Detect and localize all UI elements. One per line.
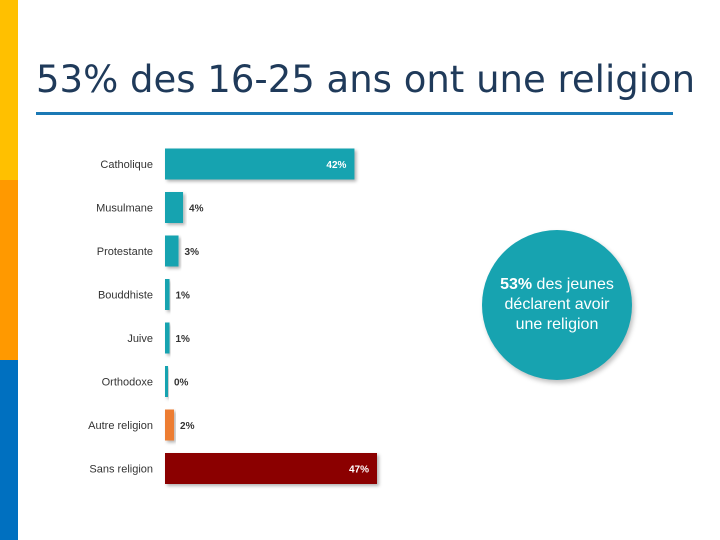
bar-bouddhiste: [165, 279, 170, 310]
callout-circle: 53% des jeunes déclarent avoir une relig…: [482, 230, 632, 380]
category-label-autre-religion: Autre religion: [88, 420, 153, 432]
title-underline: [36, 112, 673, 115]
callout-body: des jeunes déclarent avoir une religion: [504, 276, 614, 333]
category-label-catholique: Catholique: [100, 159, 153, 171]
value-label-autre-religion: 2%: [180, 421, 195, 432]
bar-sans-religion: [165, 453, 377, 484]
value-label-juive: 1%: [176, 334, 191, 345]
bar-protestante: [165, 235, 179, 267]
category-label-bouddhiste: Bouddhiste: [98, 290, 153, 302]
value-label-catholique: 42%: [326, 160, 346, 171]
bar-catholique: [165, 148, 355, 180]
category-label-musulmane: Musulmane: [96, 203, 153, 215]
callout-highlight: 53%: [500, 276, 533, 293]
value-label-orthodoxe: 0%: [174, 378, 189, 389]
value-label-sans-religion: 47%: [349, 465, 369, 476]
side-stripe-orange: [0, 180, 18, 360]
value-label-protestante: 3%: [185, 247, 200, 258]
horizontal-bar-chart: Catholique 42% Musulmane 4% Protestante 3% Bou…: [88, 148, 377, 484]
bar-juive: [165, 322, 170, 354]
category-label-juive: Juive: [127, 333, 153, 345]
bar-autre-religion: [165, 409, 175, 441]
value-label-bouddhiste: 1%: [176, 291, 191, 302]
side-stripe-yellow: [0, 0, 18, 180]
callout-text: 53% des jeunes déclarent avoir une relig…: [490, 275, 624, 335]
value-label-musulmane: 4%: [189, 204, 204, 215]
side-stripe-blue: [0, 360, 18, 540]
slide-title: 53% des 16-25 ans ont une religion: [36, 58, 696, 101]
category-label-sans-religion: Sans religion: [89, 464, 153, 476]
bar-orthodoxe: [165, 366, 168, 397]
category-label-orthodoxe: Orthodoxe: [102, 377, 153, 389]
bar-musulmane: [165, 192, 184, 223]
category-label-protestante: Protestante: [97, 246, 153, 258]
